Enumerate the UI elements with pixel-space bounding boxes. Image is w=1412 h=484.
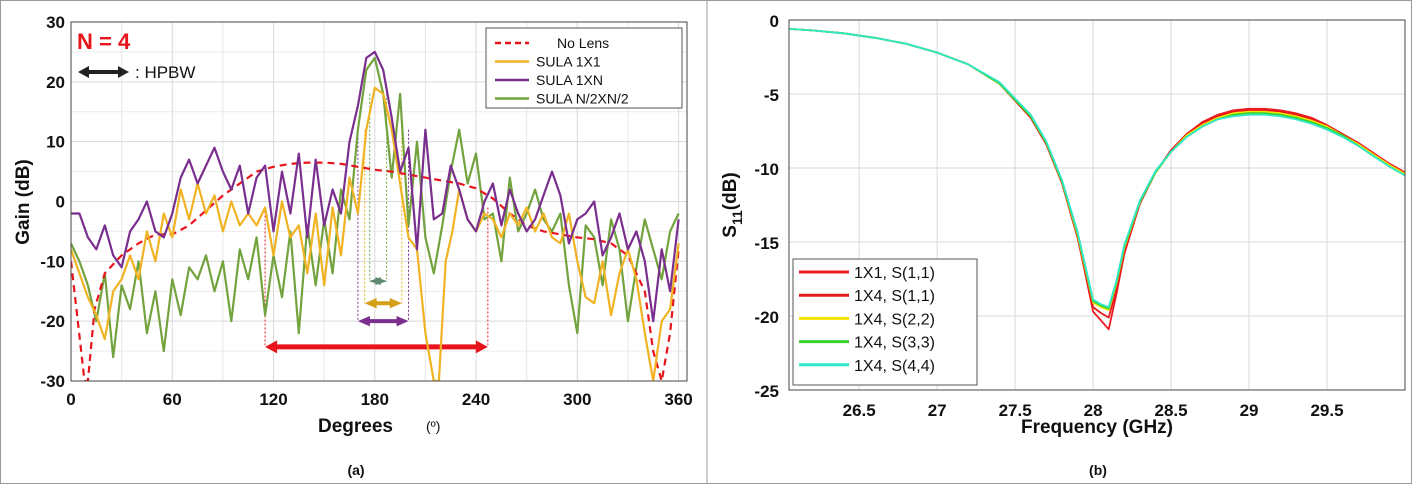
hpbw-key-head-right — [118, 66, 129, 78]
legend-b-label: 1X1, S(1,1) — [854, 265, 935, 282]
legend-a-label: SULA N/2XN/2 — [536, 91, 629, 107]
y-tick-label: -20 — [40, 312, 65, 331]
hpbw-annotations — [264, 93, 489, 354]
x-tick-label: 180 — [361, 390, 389, 409]
x-tick-label: 120 — [259, 390, 287, 409]
x-tick-label: 28.5 — [1155, 401, 1188, 420]
caption-b: (b) — [1089, 462, 1107, 478]
plot-area-b — [788, 19, 1406, 391]
series-line-b-4 — [789, 28, 1405, 308]
annotation-hpbw: : HPBW — [135, 63, 195, 82]
x-tick-label: 27.5 — [999, 401, 1032, 420]
x-axis-label-b: Frequency (GHz) — [1021, 417, 1173, 438]
hpbw-arrow-green-head-right — [375, 277, 388, 285]
hpbw-arrow-purple-head-left — [357, 315, 370, 327]
y-tick-label: -15 — [754, 234, 779, 253]
hpbw-arrow-yellow-head-right — [389, 298, 402, 309]
series-line-a-0 — [71, 161, 680, 381]
y-axis-label-b: S11(dB) — [720, 172, 745, 237]
x-tick-label: 0 — [66, 390, 75, 409]
y-tick-label: 0 — [56, 193, 65, 212]
x-tick-label: 28 — [1084, 401, 1103, 420]
y-tick-label: 10 — [46, 133, 65, 152]
x-tick-label: 29.5 — [1310, 401, 1343, 420]
x-tick-label: 300 — [563, 390, 591, 409]
legend-a-label: SULA 1X1 — [536, 54, 601, 70]
series-line-a-1 — [71, 86, 680, 381]
y-tick-label: -20 — [754, 308, 779, 327]
y-tick-label: -30 — [40, 372, 65, 391]
chart-b: 26.5 27 27.5 28 28.5 29 29.5 0 -5 -10 -15 -20 -25 1X1… — [720, 12, 1406, 478]
legend-b: 1X1, S(1,1) 1X4, S(1,1) 1X4, S(2,2) 1X4, S(… — [792, 258, 978, 386]
x-tick-label: 360 — [664, 390, 692, 409]
legend-a-box — [485, 27, 683, 109]
series-line-a-3 — [71, 56, 680, 359]
legend-a-label: No Lens — [557, 35, 609, 51]
hpbw-arrow-yellow-head-left — [364, 298, 377, 309]
x-tick-label: 60 — [163, 390, 182, 409]
y-tick-label: -5 — [764, 86, 779, 105]
chart-a: 0 60 120 180 240 300 360 30 20 10 0 -10 -20 -30 N = 4:… — [13, 13, 693, 478]
series-line-a-2 — [71, 50, 680, 323]
hpbw-arrow-purple-head-right — [396, 315, 409, 327]
y-tick-label: 20 — [46, 73, 65, 92]
hpbw-arrow-red-head-right — [475, 340, 488, 354]
x-tick-label: 29 — [1240, 401, 1259, 420]
y-axis-label-a: Gain (dB) — [13, 159, 34, 245]
caption-a: (a) — [347, 462, 364, 478]
series-group-b — [789, 28, 1405, 331]
hpbw-key-head-left — [78, 66, 89, 78]
legend-b-label: 1X4, S(3,3) — [854, 335, 935, 352]
y-tick-label: 30 — [46, 13, 65, 32]
y-axis-label-b-main: S — [720, 225, 741, 238]
legend-b-label: 1X4, S(2,2) — [854, 311, 935, 328]
plot-area-a — [70, 21, 688, 382]
y-axis-label-b-unit: (dB) — [720, 172, 741, 210]
x-axis-unit-a: (º) — [426, 418, 440, 434]
annotation-n: N = 4 — [77, 29, 131, 54]
legend-b-label: 1X4, S(1,1) — [854, 288, 935, 305]
x-tick-label: 240 — [462, 390, 490, 409]
legend-b-label: 1X4, S(4,4) — [854, 358, 935, 375]
x-axis-label-a: Degrees — [318, 416, 393, 437]
y-tick-label: -25 — [754, 382, 779, 401]
x-tick-label: 26.5 — [843, 401, 876, 420]
series-group-a — [71, 50, 680, 381]
y-tick-label: -10 — [40, 252, 65, 271]
hpbw-arrow-red-head-left — [265, 340, 278, 354]
y-tick-label: 0 — [770, 12, 779, 31]
y-axis-label-b-sub: 11 — [729, 210, 745, 225]
y-tick-label: -10 — [754, 160, 779, 179]
legend-a-label: SULA 1XN — [536, 72, 603, 88]
x-tick-label: 27 — [928, 401, 947, 420]
legend-a: No Lens SULA 1X1 SULA 1XN SULA N/2XN/2 — [485, 27, 683, 109]
